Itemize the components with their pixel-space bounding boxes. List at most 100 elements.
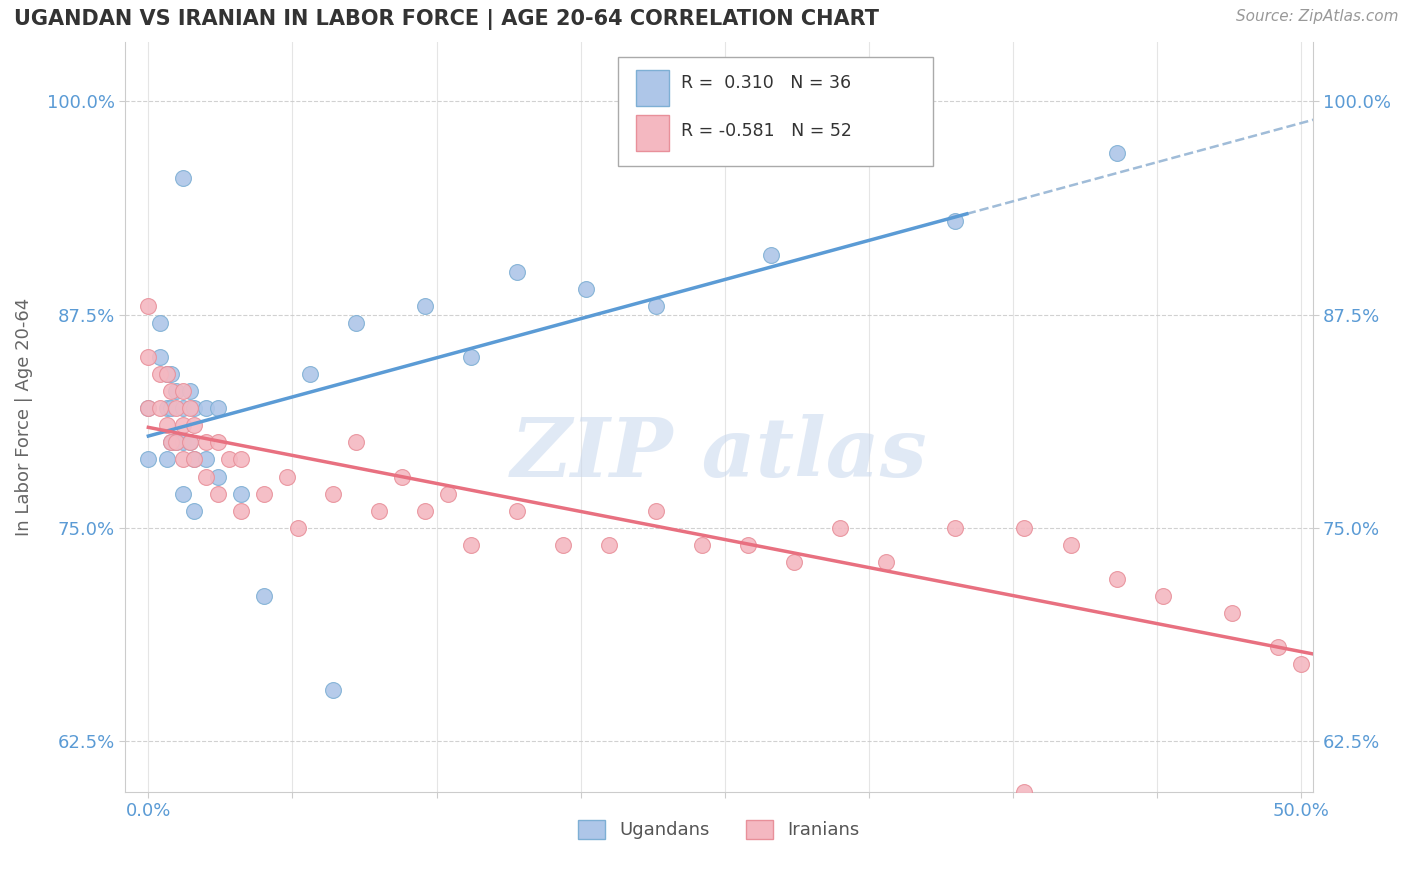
Point (138, 452, 160, 467)
Point (165, 401, 187, 416)
Point (322, 682, 344, 697)
Point (506, 265, 529, 279)
Text: ZIP atlas: ZIP atlas (510, 415, 928, 494)
Point (138, 401, 160, 416)
Point (253, 589, 276, 603)
Point (149, 316, 172, 330)
Point (160, 401, 183, 416)
Point (1105, 572, 1128, 586)
Point (1289, 657, 1312, 671)
Point (575, 282, 598, 296)
Point (737, 538, 759, 552)
Text: UGANDAN VS IRANIAN IN LABOR FORCE | AGE 20-64 CORRELATION CHART: UGANDAN VS IRANIAN IN LABOR FORCE | AGE … (14, 9, 879, 30)
Point (598, 538, 620, 552)
Point (195, 435, 218, 450)
Point (138, 350, 160, 364)
Point (644, 299, 666, 313)
Point (183, 503, 205, 517)
Point (195, 469, 218, 483)
Point (183, 452, 205, 467)
Point (165, 435, 187, 450)
Point (207, 469, 229, 483)
Point (195, 452, 218, 467)
Point (943, 214, 966, 228)
Text: R =  0.310   N = 36: R = 0.310 N = 36 (681, 74, 851, 92)
Text: R = -0.581   N = 52: R = -0.581 N = 52 (681, 122, 852, 140)
Point (759, 248, 782, 262)
Point (783, 555, 806, 569)
Point (138, 401, 160, 416)
Point (172, 418, 194, 433)
Point (160, 368, 183, 382)
Point (156, 418, 179, 433)
Point (207, 435, 229, 450)
Point (172, 486, 194, 500)
Point (160, 435, 183, 450)
Point (179, 401, 201, 416)
Y-axis label: In Labor Force | Age 20-64: In Labor Force | Age 20-64 (15, 298, 32, 536)
Point (149, 401, 172, 416)
Point (156, 368, 179, 382)
Point (172, 171, 194, 186)
Point (160, 435, 183, 450)
Point (156, 401, 179, 416)
Text: Source: ZipAtlas.com: Source: ZipAtlas.com (1236, 9, 1399, 24)
Point (172, 401, 194, 416)
Point (183, 401, 205, 416)
Point (179, 435, 201, 450)
Point (253, 486, 276, 500)
Point (367, 503, 389, 517)
Point (1152, 589, 1174, 603)
Point (460, 538, 482, 552)
Point (344, 435, 367, 450)
Point (391, 469, 413, 483)
Point (690, 538, 713, 552)
Point (875, 555, 897, 569)
Point (437, 486, 460, 500)
Point (1220, 606, 1243, 620)
Point (207, 486, 229, 500)
Point (179, 384, 201, 399)
Legend: Ugandans, Iranians: Ugandans, Iranians (571, 813, 868, 847)
Point (1059, 538, 1081, 552)
Point (172, 435, 194, 450)
Point (413, 299, 436, 313)
Point (460, 350, 482, 364)
Point (344, 316, 367, 330)
Point (160, 384, 183, 399)
Point (828, 521, 851, 535)
FancyBboxPatch shape (619, 57, 932, 166)
Point (1105, 145, 1128, 160)
Point (506, 503, 529, 517)
Point (1267, 640, 1289, 654)
Point (149, 368, 172, 382)
FancyBboxPatch shape (636, 114, 669, 151)
Point (165, 384, 187, 399)
Point (218, 452, 240, 467)
Point (229, 486, 252, 500)
Point (298, 368, 321, 382)
Point (179, 435, 201, 450)
Point (943, 521, 966, 535)
Point (149, 350, 172, 364)
Point (413, 503, 436, 517)
Point (156, 368, 179, 382)
Point (183, 452, 205, 467)
Point (195, 401, 218, 416)
Point (553, 538, 575, 552)
Point (172, 452, 194, 467)
Point (644, 503, 666, 517)
Point (229, 503, 252, 517)
Point (172, 384, 194, 399)
Point (229, 452, 252, 467)
Point (156, 452, 179, 467)
Point (287, 521, 309, 535)
Point (207, 401, 229, 416)
Point (322, 486, 344, 500)
Point (1014, 521, 1036, 535)
FancyBboxPatch shape (636, 70, 669, 105)
Point (138, 299, 160, 313)
Point (165, 435, 187, 450)
Point (276, 469, 298, 483)
Point (1014, 785, 1036, 799)
